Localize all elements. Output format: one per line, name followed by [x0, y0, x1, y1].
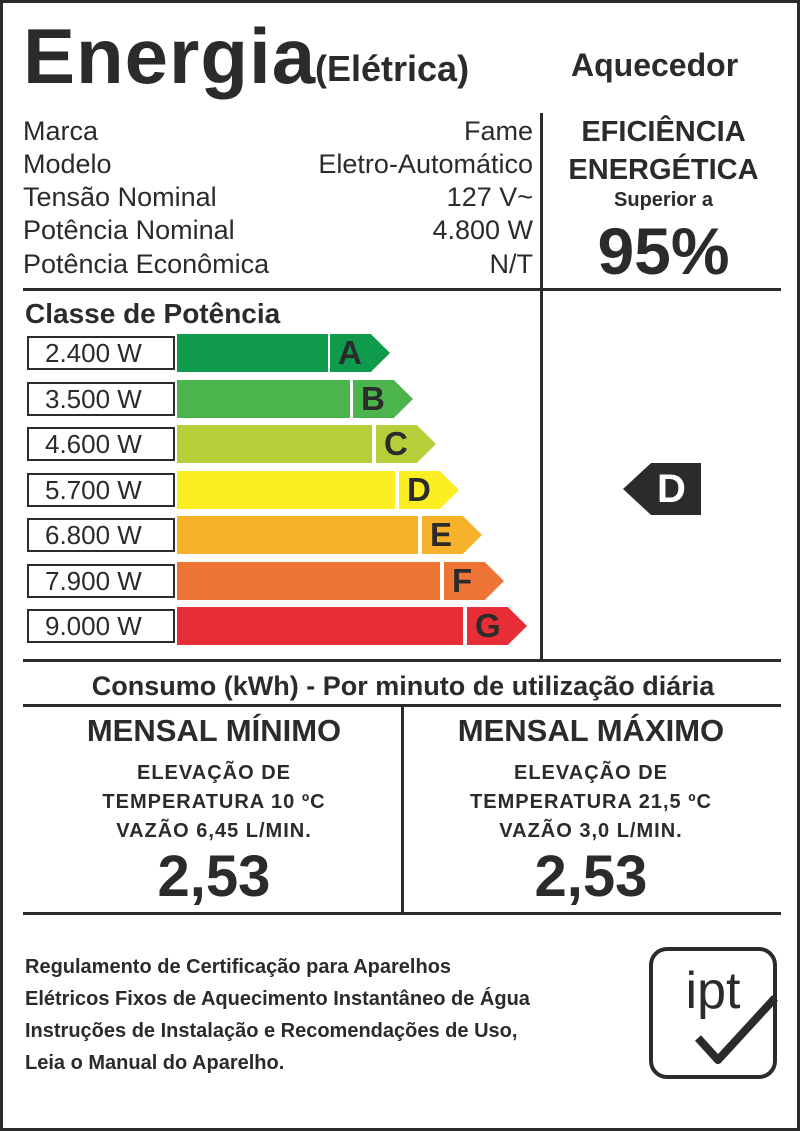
class-bar-f [177, 562, 440, 600]
power-class-title: Classe de Potência [25, 298, 281, 329]
spec-label: Marca [23, 116, 99, 146]
min-consumption-value: 2,53 [157, 844, 271, 909]
class-bar-b [177, 380, 350, 418]
class-arrow-b: B [353, 380, 413, 418]
min-condition-line1: ELEVAÇÃO DE [137, 762, 291, 784]
min-condition-line2: TEMPERATURA 10 ºC [102, 791, 326, 813]
power-value-box: 6.800 W [27, 518, 175, 552]
efficiency-value: 95% [597, 214, 730, 288]
spec-label: Modelo [23, 149, 112, 179]
power-value-box: 7.900 W [27, 564, 175, 598]
max-condition-line3: VAZÃO 3,0 L/MIN. [499, 820, 683, 842]
min-condition-line3: VAZÃO 6,45 L/MIN. [116, 820, 312, 842]
label-subtitle: (Elétrica) [315, 48, 470, 89]
ipt-logo-icon: ipt [649, 947, 778, 1079]
spec-row-economic-power: Potência Econômica N/T [23, 248, 533, 281]
spec-value: N/T [489, 249, 534, 279]
horizontal-divider [23, 659, 781, 662]
class-arrow-g: G [467, 607, 527, 645]
regulation-line2: Elétricos Fixos de Aquecimento Instantân… [25, 988, 530, 1010]
horizontal-divider [23, 912, 781, 915]
spec-value: Fame [463, 116, 533, 146]
class-bar-d [177, 471, 395, 509]
efficiency-title-line1: EFICIÊNCIA [581, 116, 746, 148]
vertical-divider [540, 113, 543, 661]
max-condition-line1: ELEVAÇÃO DE [514, 762, 668, 784]
spec-row-voltage: Tensão Nominal 127 V~ [23, 181, 533, 214]
class-bar-e [177, 516, 418, 554]
class-arrow-a: A [330, 334, 390, 372]
regulation-line1: Regulamento de Certificação para Aparelh… [25, 956, 452, 978]
power-value-box: 3.500 W [27, 382, 175, 416]
vertical-divider [401, 704, 404, 914]
spec-value: 127 V~ [446, 182, 533, 212]
class-arrow-e: E [422, 516, 482, 554]
regulation-line3: Instruções de Instalação e Recomendações… [25, 1020, 518, 1042]
spec-label: Tensão Nominal [23, 182, 217, 212]
ipt-logo: ipt [648, 946, 778, 1080]
class-arrow-c: C [376, 425, 436, 463]
power-value-box: 4.600 W [27, 427, 175, 461]
class-bar-g [177, 607, 463, 645]
label-title: Energia [23, 12, 317, 100]
regulation-line4: Leia o Manual do Aparelho. [25, 1052, 285, 1074]
spec-label: Potência Econômica [23, 249, 270, 279]
spec-value: Eletro-Automático [318, 149, 533, 179]
spec-value: 4.800 W [432, 215, 533, 245]
efficiency-title-line2: ENERGÉTICA [568, 154, 759, 186]
spec-row-model: Modelo Eletro-Automático [23, 148, 533, 181]
class-arrow-d: D [399, 471, 459, 509]
efficiency-qualifier: Superior a [614, 189, 713, 211]
power-value-box: 2.400 W [27, 336, 175, 370]
min-title: MENSAL MÍNIMO [86, 713, 342, 748]
class-arrow-f: F [444, 562, 504, 600]
max-condition-line2: TEMPERATURA 21,5 ºC [470, 791, 712, 813]
power-value-box: 5.700 W [27, 473, 175, 507]
appliance-type: Aquecedor [571, 47, 739, 83]
ipt-logo-text: ipt [686, 962, 741, 1020]
spec-label: Potência Nominal [23, 215, 235, 245]
spec-row-brand: Marca Fame [23, 115, 533, 148]
class-bar-c [177, 425, 372, 463]
max-consumption-value: 2,53 [534, 844, 648, 909]
consumption-title: Consumo (kWh) - Por minuto de utilização… [91, 671, 715, 701]
selected-class-indicator: D [623, 463, 701, 515]
horizontal-divider [23, 288, 781, 291]
class-bar-a [177, 334, 328, 372]
power-value-box: 9.000 W [27, 609, 175, 643]
spec-row-nominal-power: Potência Nominal 4.800 W [23, 214, 533, 247]
max-title: MENSAL MÁXIMO [457, 713, 725, 748]
